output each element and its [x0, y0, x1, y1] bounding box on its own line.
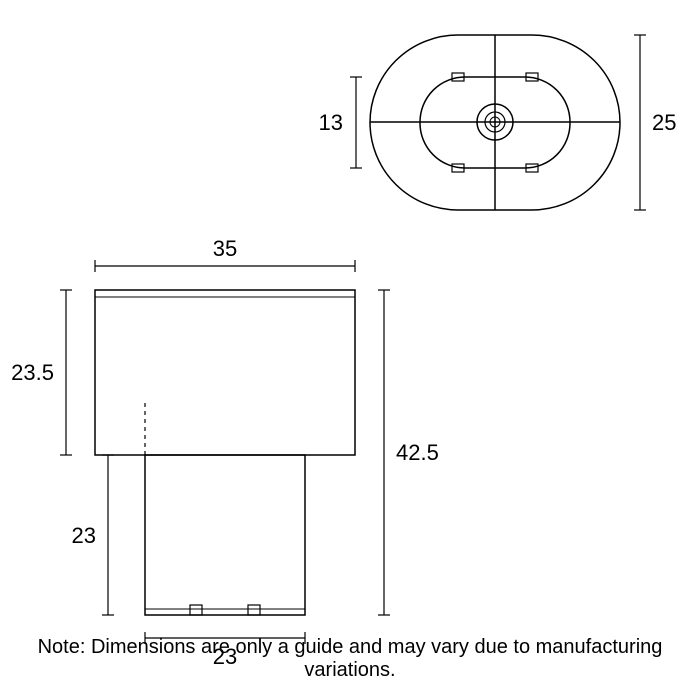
dim-inner-height: 13: [319, 110, 343, 135]
dim-outer-height: 25: [652, 110, 676, 135]
dim-base-height: 23: [72, 523, 96, 548]
note-text: Note: Dimensions are only a guide and ma…: [0, 636, 700, 682]
top-view: 13 25: [319, 35, 677, 210]
front-view: 35 23.5 23 42.5 23: [11, 236, 439, 669]
dim-shade-width: 35: [213, 236, 237, 261]
dimension-diagram: 13 25 35 23.5 23: [0, 0, 700, 700]
dim-shade-height: 23.5: [11, 360, 54, 385]
dim-total-height: 42.5: [396, 440, 439, 465]
